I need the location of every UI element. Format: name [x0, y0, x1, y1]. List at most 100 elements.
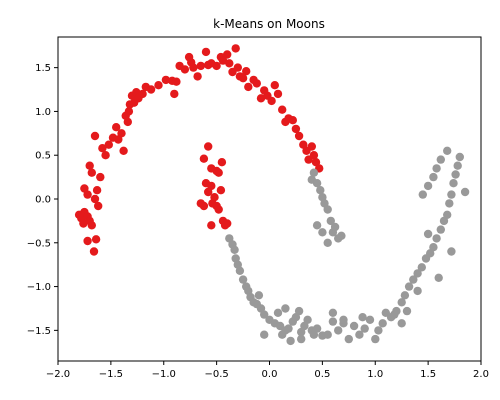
x-tick-label: 1.0: [367, 369, 383, 380]
y-tick-label: 1.0: [35, 107, 51, 118]
scatter-point-cluster-2: [436, 225, 445, 234]
scatter-point-cluster-1: [214, 205, 223, 214]
scatter-point-cluster-2: [447, 247, 456, 256]
scatter-point-cluster-1: [218, 56, 228, 65]
scatter-point-cluster-2: [417, 263, 426, 272]
scatter-point-cluster-1: [119, 146, 128, 155]
scatter-point-cluster-1: [309, 151, 319, 160]
scatter-point-cluster-1: [244, 82, 253, 92]
scatter-point-cluster-2: [230, 245, 239, 254]
scatter-point-cluster-2: [413, 269, 422, 278]
scatter-point-cluster-2: [397, 298, 406, 307]
scatter-point-cluster-1: [154, 81, 163, 90]
scatter-point-cluster-2: [434, 273, 443, 282]
scatter-point-cluster-1: [123, 117, 132, 127]
scatter-point-cluster-2: [365, 315, 375, 324]
scatter-point-cluster-1: [92, 186, 102, 195]
scatter-point-cluster-1: [196, 199, 205, 208]
scatter-point-cluster-2: [355, 330, 364, 339]
scatter-point-cluster-2: [326, 216, 335, 226]
scatter-point-cluster-2: [423, 229, 433, 239]
scatter-point-cluster-2: [374, 326, 383, 335]
scatter-point-cluster-1: [104, 140, 114, 149]
scatter-point-cluster-2: [449, 179, 458, 188]
scatter-point-cluster-2: [273, 308, 283, 317]
scatter-point-cluster-1: [101, 151, 110, 160]
scatter-point-cluster-2: [323, 330, 332, 339]
scatter-point-cluster-2: [334, 326, 343, 335]
scatter-point-cluster-2: [254, 291, 264, 300]
scatter-point-cluster-1: [291, 124, 301, 134]
scatter-point-cluster-2: [402, 306, 412, 316]
scatter-point-cluster-2: [358, 313, 367, 322]
scatter-point-cluster-1: [117, 129, 126, 138]
scatter-point-cluster-1: [307, 142, 316, 151]
scatter-point-cluster-1: [85, 161, 94, 170]
scatter-point-cluster-2: [445, 199, 454, 208]
scatter-point-cluster-1: [138, 89, 147, 99]
scatter-point-cluster-1: [161, 75, 171, 85]
scatter-point-cluster-2: [238, 275, 248, 284]
x-tick-label: 2.0: [473, 369, 489, 380]
scatter-point-cluster-2: [235, 266, 245, 275]
scatter-point-cluster-1: [87, 168, 97, 177]
scatter-point-cluster-1: [196, 61, 205, 71]
scatter-point-cluster-1: [207, 221, 216, 230]
scatter-point-cluster-2: [378, 319, 387, 328]
scatter-point-cluster-2: [429, 172, 438, 182]
scatter-point-cluster-2: [423, 181, 433, 191]
scatter-point-cluster-1: [114, 135, 123, 144]
scatter-point-cluster-2: [344, 334, 353, 344]
scatter-point-cluster-1: [94, 201, 103, 211]
scatter-point-cluster-2: [360, 324, 369, 333]
scatter-point-cluster-2: [312, 324, 322, 333]
scatter-point-cluster-1: [267, 96, 276, 106]
scatter-point-cluster-2: [328, 317, 338, 326]
scatter-point-cluster-1: [216, 186, 226, 195]
x-tick-label: −1.5: [99, 369, 123, 380]
scatter-point-cluster-1: [146, 85, 156, 94]
x-tick-label: −0.5: [204, 369, 228, 380]
scatter-point-cluster-1: [193, 72, 202, 81]
scatter-point-cluster-1: [98, 144, 107, 153]
scatter-point-cluster-2: [455, 152, 464, 162]
scatter-point-cluster-2: [443, 210, 452, 219]
x-tick-label: 0.0: [262, 369, 278, 380]
y-tick-label: 0.5: [35, 151, 51, 162]
scatter-point-cluster-1: [112, 123, 121, 132]
scatter-point-cluster-1: [273, 89, 283, 99]
scatter-point-cluster-1: [180, 65, 190, 74]
scatter-point-cluster-1: [242, 67, 251, 76]
scatter-point-cluster-1: [270, 81, 279, 90]
scatter-point-cluster-2: [286, 336, 295, 346]
scatter-point-cluster-1: [83, 190, 92, 199]
scatter-point-cluster-2: [339, 315, 348, 324]
scatter-point-cluster-2: [447, 190, 456, 199]
scatter-point-cluster-2: [443, 146, 452, 155]
scatter-point-cluster-1: [89, 247, 99, 256]
scatter-point-cluster-2: [284, 324, 293, 333]
scatter-point-cluster-2: [397, 319, 406, 328]
scatter-point-cluster-2: [312, 221, 322, 230]
scatter-point-cluster-1: [217, 158, 227, 167]
scatter-point-cluster-2: [390, 310, 399, 319]
scatter-point-cluster-1: [311, 158, 321, 167]
scatter-point-cluster-1: [83, 236, 92, 246]
scatter-point-cluster-2: [260, 330, 269, 339]
scatter-point-cluster-1: [91, 235, 101, 244]
scatter-point-cluster-2: [312, 179, 322, 188]
scatter-point-cluster-2: [328, 308, 338, 317]
scatter-point-cluster-1: [87, 221, 97, 230]
scatter-point-cluster-2: [436, 155, 445, 164]
x-tick-label: −1.0: [152, 369, 176, 380]
scatter-point-cluster-2: [429, 243, 438, 252]
scatter-point-cluster-2: [451, 170, 460, 179]
scatter-point-cluster-1: [214, 168, 223, 177]
scatter-point-cluster-1: [124, 107, 134, 116]
y-tick-label: −0.5: [27, 238, 51, 249]
scatter-point-cluster-2: [418, 190, 427, 199]
scatter-point-cluster-1: [207, 181, 216, 191]
scatter-point-cluster-1: [204, 142, 213, 151]
scatter-point-cluster-1: [189, 63, 198, 72]
axes: −2.0 −1.5 −1.0 −0.5 0.0 0.5 1.0 1.5 2.0 −1.5 −1.0 −…: [27, 36, 489, 380]
